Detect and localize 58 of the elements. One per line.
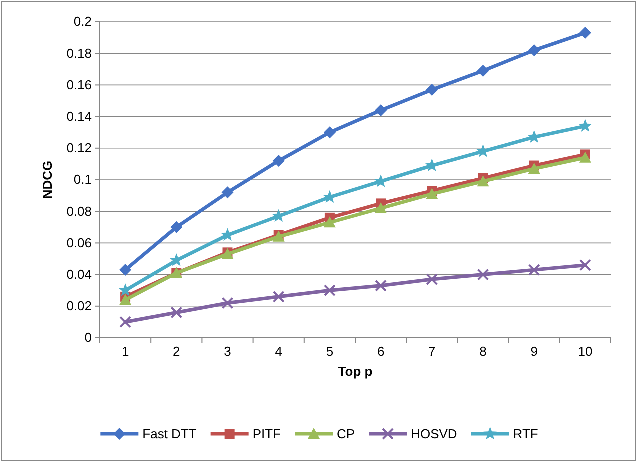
point — [426, 188, 438, 200]
point — [170, 221, 183, 234]
point — [272, 290, 285, 303]
point — [375, 202, 388, 214]
point — [426, 274, 438, 286]
point — [528, 44, 540, 56]
y-axis-title: NDCG — [40, 160, 55, 200]
x-tick-label: 7 — [428, 344, 436, 360]
y-tick-label: 0.08 — [66, 204, 92, 219]
point — [426, 84, 438, 96]
point — [528, 264, 540, 276]
point — [170, 306, 183, 319]
point — [528, 162, 540, 174]
y-tick-label: 0.12 — [66, 140, 92, 156]
point — [222, 186, 234, 199]
point — [375, 280, 388, 292]
y-tick-label: 0.02 — [66, 298, 92, 314]
point — [170, 254, 184, 266]
y-tick-label: 0.06 — [66, 235, 92, 250]
y-tick-label: 0.18 — [66, 46, 92, 61]
point — [324, 216, 336, 228]
point — [324, 126, 336, 139]
legend-label: RTF — [513, 426, 538, 442]
x-tick-label: 8 — [480, 344, 487, 360]
legend-label: HOSVD — [411, 426, 458, 442]
point — [477, 64, 490, 77]
point — [120, 264, 132, 276]
point — [120, 316, 132, 328]
point — [477, 268, 490, 281]
point — [120, 294, 132, 306]
point — [579, 27, 592, 40]
point — [579, 152, 592, 163]
point — [222, 297, 234, 310]
y-tick-label: 0.14 — [66, 108, 92, 124]
x-tick-label: 5 — [326, 344, 334, 360]
y-tick-label: 0.16 — [66, 77, 92, 92]
point — [578, 119, 592, 132]
x-tick-label: 10 — [578, 344, 593, 360]
point — [375, 104, 388, 116]
x-tick-label: 2 — [173, 344, 180, 360]
x-tick-label: 3 — [224, 344, 232, 360]
x-tick-label: 6 — [377, 344, 385, 360]
point — [579, 259, 592, 272]
point — [477, 176, 490, 187]
point — [272, 155, 285, 168]
x-tick-label: 1 — [122, 344, 130, 360]
x-axis-title: Top p — [338, 364, 373, 379]
legend-label: PITF — [252, 426, 282, 442]
x-tick-label: 9 — [530, 344, 538, 360]
y-tick-label: 0.2 — [74, 14, 92, 30]
point — [324, 284, 336, 297]
point — [118, 284, 132, 296]
y-tick-label: 0.1 — [74, 172, 92, 188]
legend-label: CP — [337, 426, 356, 442]
y-tick-label: 0 — [84, 330, 92, 346]
y-tick-label: 0.04 — [66, 266, 92, 282]
legend-label: Fast DTT — [142, 426, 197, 442]
x-tick-label: 4 — [275, 344, 282, 360]
